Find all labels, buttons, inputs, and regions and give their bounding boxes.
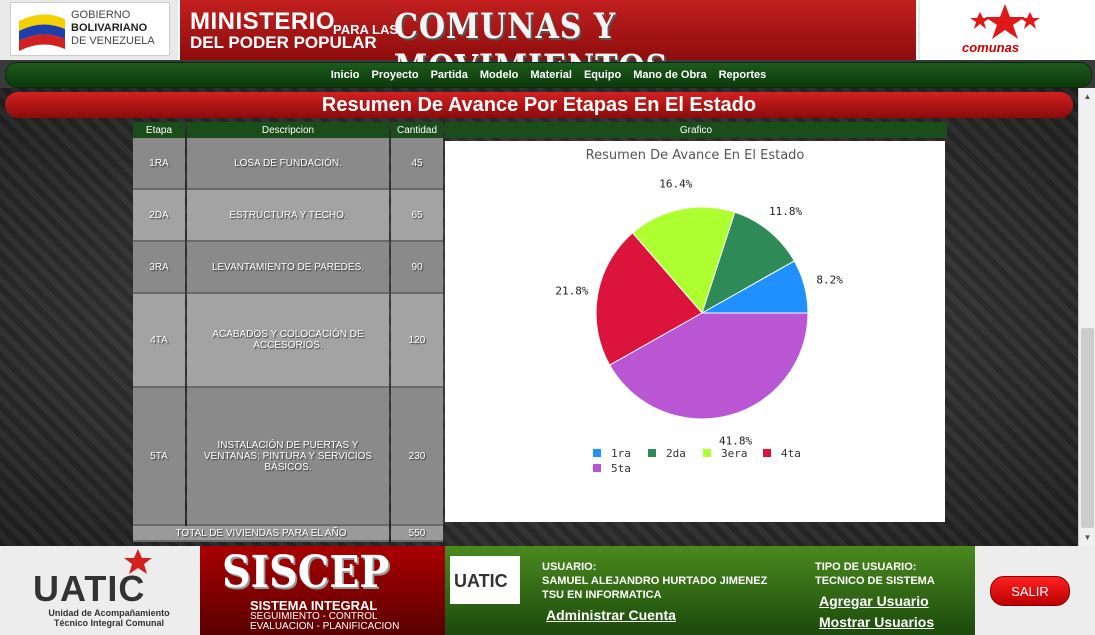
gob-line3: DE VENEZUELA — [71, 35, 155, 48]
cell-cantidad: 65 — [391, 190, 443, 242]
header: GOBIERNO BOLIVARIANO DE VENEZUELA MINIST… — [0, 0, 1095, 60]
pie-label-2da: 11.8% — [769, 205, 802, 218]
pie-label-3era: 16.4% — [659, 178, 692, 191]
tipo-label: TIPO DE USUARIO: — [815, 561, 916, 573]
footer: UATIC Unidad de Acompañamiento Técnico I… — [0, 546, 1095, 635]
admin-account-link[interactable]: Administrar Cuenta — [546, 607, 676, 623]
user-panel: UATIC USUARIO: SAMUEL ALEJANDRO HURTADO … — [445, 546, 975, 635]
uatic-logo: UATIC Unidad de Acompañamiento Técnico I… — [5, 546, 200, 635]
cell-cantidad: 45 — [391, 138, 443, 190]
cell-descripcion: LOSA DE FUNDACIÓN. — [187, 138, 389, 190]
para-las-text: PARA LAS — [333, 22, 398, 37]
legend-swatch-5ta — [593, 464, 601, 472]
add-user-link[interactable]: Agregar Usuario — [819, 593, 929, 609]
uatic-small-text: UATIC — [454, 571, 508, 592]
uatic-title: UATIC — [33, 568, 145, 610]
show-users-link[interactable]: Mostrar Usuarios — [819, 614, 934, 630]
siscep-logo: SISCEP SISTEMA INTEGRAL SEGUIMIENTO - CO… — [200, 546, 445, 635]
siscep-line2: EVALUACION - PLANIFICACION — [250, 622, 399, 632]
page-title-bar: Resumen De Avance Por Etapas En El Estad… — [5, 92, 1073, 118]
legend-label-2da: 2da — [666, 447, 686, 460]
cell-etapa: 1RA — [133, 138, 185, 190]
cell-cantidad: 90 — [391, 242, 443, 294]
siscep-title: SISCEP — [222, 547, 389, 598]
legend-label-1ra: 1ra — [611, 447, 631, 460]
nav-item-equipo[interactable]: Equipo — [584, 63, 621, 87]
legend-label-4ta: 4ta — [781, 447, 801, 460]
chart-title: Resumen De Avance En El Estado — [586, 148, 805, 163]
scroll-down-icon[interactable]: ▼ — [1081, 531, 1094, 544]
legend-label-5ta: 5ta — [611, 462, 631, 475]
col-grafico: Grafico — [445, 122, 947, 138]
comunas-logo-text: comunas — [962, 40, 1019, 55]
gob-line2: BOLIVARIANO — [71, 22, 147, 34]
venezuela-flag-icon — [17, 9, 67, 51]
legend-label-3era: 3era — [721, 447, 748, 460]
pie-label-5ta: 41.8% — [719, 435, 752, 448]
nav-item-modelo[interactable]: Modelo — [480, 63, 519, 87]
table-total-row: TOTAL DE VIVIENDAS PARA EL AÑO 550 — [133, 526, 947, 542]
uatic-sub1: Unidad de Acompañamiento — [34, 608, 184, 618]
nav-item-material[interactable]: Material — [530, 63, 572, 87]
total-value: 550 — [391, 526, 443, 542]
logout-button[interactable]: SALIR — [990, 576, 1070, 606]
nav-item-mano-de-obra[interactable]: Mano de Obra — [633, 63, 706, 87]
nav-item-proyecto[interactable]: Proyecto — [371, 63, 418, 87]
uatic-small-logo: UATIC — [450, 556, 520, 604]
cell-etapa: 5TA — [133, 388, 185, 526]
pie-chart: Resumen De Avance En El Estado 8.2% 11.8% 1… — [445, 141, 945, 522]
scroll-up-icon[interactable]: ▲ — [1081, 90, 1094, 103]
tipo-value: TECNICO DE SISTEMA — [815, 575, 935, 587]
cell-cantidad: 120 — [391, 294, 443, 388]
cell-descripcion: INSTALACIÓN DE PUERTAS Y VENTANAS; PINTU… — [187, 388, 389, 526]
total-label: TOTAL DE VIVIENDAS PARA EL AÑO — [133, 526, 389, 542]
nav-item-reportes[interactable]: Reportes — [719, 63, 767, 87]
gob-line1: GOBIERNO — [71, 9, 155, 22]
cell-cantidad: 230 — [391, 388, 443, 526]
star-icon — [965, 2, 1045, 42]
usuario-title: TSU EN INFORMATICA — [542, 589, 662, 601]
usuario-name: SAMUEL ALEJANDRO HURTADO JIMENEZ — [542, 575, 767, 587]
col-descripcion: Descripcion — [187, 122, 389, 138]
nav-item-inicio[interactable]: Inicio — [331, 63, 360, 87]
legend-swatch-4ta — [763, 449, 771, 457]
cell-etapa: 2DA — [133, 190, 185, 242]
comunas-logo: comunas — [920, 0, 1095, 60]
usuario-label: USUARIO: — [542, 561, 596, 573]
cell-descripcion: ESTRUCTURA Y TECHO. — [187, 190, 389, 242]
main-nav: Inicio Proyecto Partida Modelo Material Equip… — [5, 62, 1092, 88]
uatic-sub2: Técnico Integral Comunal — [34, 618, 184, 628]
scrollbar[interactable]: ▲ ▼ — [1078, 88, 1095, 546]
nav-item-partida[interactable]: Partida — [431, 63, 468, 87]
page-title: Resumen De Avance Por Etapas En El Estad… — [5, 92, 1073, 118]
gobierno-logo: GOBIERNO BOLIVARIANO DE VENEZUELA — [10, 2, 170, 56]
cell-etapa: 4TA — [133, 294, 185, 388]
ministerio-text: MINISTERIO — [190, 8, 335, 36]
col-etapa: Etapa — [133, 122, 185, 138]
ministerio-banner: MINISTERIO DEL PODER POPULAR PARA LAS CO… — [178, 0, 918, 60]
legend-swatch-1ra — [593, 449, 601, 457]
legend-swatch-2da — [648, 449, 656, 457]
pie-label-1ra: 8.2% — [816, 273, 843, 286]
cell-descripcion: ACABADOS Y COLOCACIÓN DE ACCESORIOS. — [187, 294, 389, 388]
scroll-thumb[interactable] — [1081, 328, 1094, 528]
col-cantidad: Cantidad — [391, 122, 443, 138]
pie-label-4ta: 21.8% — [555, 284, 588, 297]
legend-swatch-3era — [703, 449, 711, 457]
cell-descripcion: LEVANTAMIENTO DE PAREDES. — [187, 242, 389, 294]
cell-etapa: 3RA — [133, 242, 185, 294]
pie-chart-svg: Resumen De Avance En El Estado 8.2% 11.8% 1… — [445, 141, 945, 522]
